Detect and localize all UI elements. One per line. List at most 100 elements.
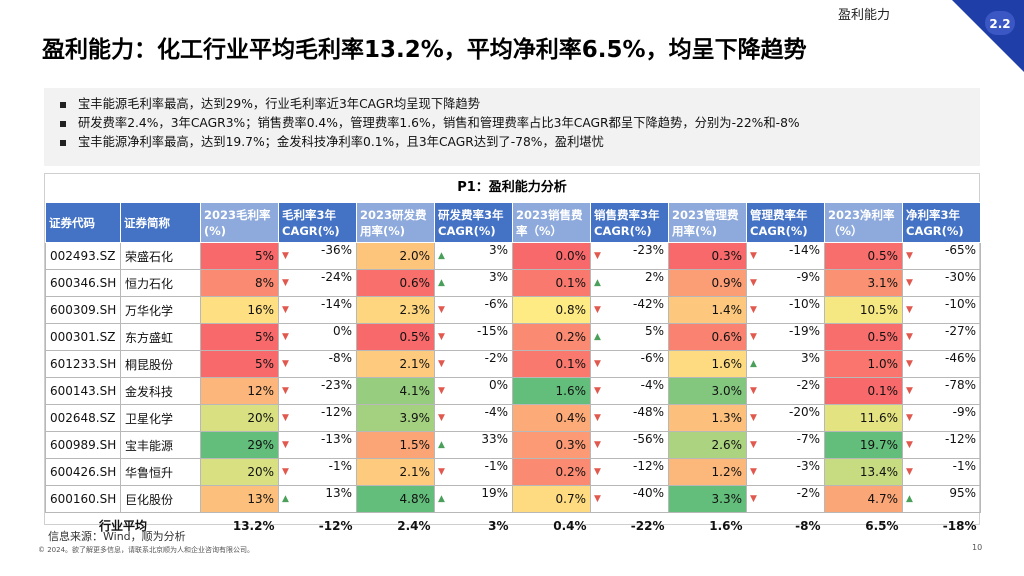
triangle-down-icon: ▼ bbox=[594, 359, 601, 369]
column-header[interactable]: 2023净利率（%） bbox=[824, 202, 903, 243]
cagr-value: -2% bbox=[796, 378, 820, 392]
cagr-value: -78% bbox=[944, 378, 976, 392]
ratio-cell: 1.3% bbox=[668, 404, 747, 432]
average-ratio-cell: 6.5% bbox=[865, 518, 899, 533]
cagr-value: -2% bbox=[484, 351, 508, 365]
triangle-up-icon: ▲ bbox=[594, 332, 601, 342]
cagr-cell: ▼ -65% bbox=[902, 242, 981, 270]
ratio-cell: 5% bbox=[200, 242, 279, 270]
cagr-cell: ▼ -30% bbox=[902, 269, 981, 297]
cagr-cell: ▼ -14% bbox=[746, 242, 825, 270]
cagr-value: -7% bbox=[796, 432, 820, 446]
cagr-cell: ▼ -19% bbox=[746, 323, 825, 351]
cagr-value: -9% bbox=[952, 405, 976, 419]
triangle-down-icon: ▼ bbox=[906, 440, 913, 450]
summary-item: 宝丰能源净利率最高，达到19.7%；金发科技净利率0.1%，且3年CAGR达到了… bbox=[60, 133, 980, 152]
cagr-cell: ▼ -7% bbox=[746, 431, 825, 459]
ratio-cell: 13.4% bbox=[824, 458, 903, 486]
column-header[interactable]: 2023研发费用率(%) bbox=[356, 202, 435, 243]
cagr-cell: ▼ -27% bbox=[902, 323, 981, 351]
cagr-value: -6% bbox=[484, 297, 508, 311]
cagr-value: -30% bbox=[944, 270, 976, 284]
ratio-cell: 2.1% bbox=[356, 350, 435, 378]
triangle-down-icon: ▼ bbox=[282, 440, 289, 450]
ratio-cell: 20% bbox=[200, 458, 279, 486]
column-header[interactable]: 证券简称 bbox=[120, 202, 201, 243]
triangle-down-icon: ▼ bbox=[750, 467, 757, 477]
cagr-cell: ▼ -4% bbox=[590, 377, 669, 405]
triangle-down-icon: ▼ bbox=[282, 251, 289, 261]
ratio-cell: 11.6% bbox=[824, 404, 903, 432]
cagr-cell: ▼ -10% bbox=[902, 296, 981, 324]
triangle-down-icon: ▼ bbox=[750, 278, 757, 288]
ratio-cell: 1.4% bbox=[668, 296, 747, 324]
page-number: 10 bbox=[972, 543, 983, 552]
cagr-value: -48% bbox=[632, 405, 664, 419]
profitability-table-panel: P1：盈利能力分析 证券代码 证券简称 2023毛利率(%) 毛利率3年CAGR… bbox=[44, 173, 981, 533]
triangle-down-icon: ▼ bbox=[438, 359, 445, 369]
cagr-value: -24% bbox=[320, 270, 352, 284]
average-cagr-cell: -22% bbox=[630, 518, 665, 533]
column-header[interactable]: 证券代码 bbox=[45, 202, 121, 243]
cagr-cell: ▼ -9% bbox=[746, 269, 825, 297]
table-row: 601233.SH 桐昆股份 5% ▼ -8% 2.1% ▼ -2% 0.1% ▼ -6% 1.6% ▲… bbox=[45, 350, 981, 378]
cagr-cell: ▲ 13% bbox=[278, 485, 357, 513]
column-header[interactable]: 2023管理费用率(%) bbox=[668, 202, 747, 243]
triangle-down-icon: ▼ bbox=[594, 386, 601, 396]
cagr-cell: ▼ -46% bbox=[902, 350, 981, 378]
ratio-cell: 4.1% bbox=[356, 377, 435, 405]
security-name-cell: 宝丰能源 bbox=[120, 431, 201, 459]
average-ratio-cell: 2.4% bbox=[397, 518, 431, 533]
triangle-down-icon: ▼ bbox=[594, 467, 601, 477]
triangle-down-icon: ▼ bbox=[906, 278, 913, 288]
cagr-cell: ▼ -3% bbox=[746, 458, 825, 486]
cagr-cell: ▼ -12% bbox=[590, 458, 669, 486]
cagr-value: -36% bbox=[320, 243, 352, 257]
security-code-cell: 600426.SH bbox=[45, 458, 121, 486]
column-header[interactable]: 销售费率3年CAGR(%) bbox=[590, 202, 669, 243]
column-header[interactable]: 研发费率3年CAGR(%) bbox=[434, 202, 513, 243]
ratio-cell: 1.0% bbox=[824, 350, 903, 378]
table-title: P1：盈利能力分析 bbox=[457, 180, 567, 195]
column-header[interactable]: 毛利率3年CAGR(%) bbox=[278, 202, 357, 243]
source-note: 信息来源：Wind，顺为分析 bbox=[48, 530, 186, 543]
cagr-cell: ▲ 3% bbox=[434, 242, 513, 270]
column-header[interactable]: 2023销售费率（%） bbox=[512, 202, 591, 243]
average-ratio-cell: 13.2% bbox=[232, 518, 275, 533]
cagr-value: -56% bbox=[632, 432, 664, 446]
cagr-value: 3% bbox=[488, 270, 508, 284]
triangle-down-icon: ▼ bbox=[906, 332, 913, 342]
cagr-value: -2% bbox=[796, 486, 820, 500]
ratio-cell: 0.1% bbox=[824, 377, 903, 405]
cagr-cell: ▼ -2% bbox=[746, 485, 825, 513]
cagr-cell: ▼ 0% bbox=[278, 323, 357, 351]
cagr-value: 19% bbox=[481, 486, 508, 500]
cagr-cell: ▼ -23% bbox=[278, 377, 357, 405]
cagr-value: 5% bbox=[644, 324, 664, 338]
triangle-down-icon: ▼ bbox=[282, 359, 289, 369]
triangle-down-icon: ▼ bbox=[906, 359, 913, 369]
triangle-down-icon: ▼ bbox=[438, 386, 445, 396]
cagr-value: -20% bbox=[788, 405, 820, 419]
ratio-cell: 4.8% bbox=[356, 485, 435, 513]
cagr-cell: ▲ 95% bbox=[902, 485, 981, 513]
security-name-cell: 桐昆股份 bbox=[120, 350, 201, 378]
cagr-cell: ▲ 3% bbox=[434, 269, 513, 297]
cagr-cell: ▼ -8% bbox=[278, 350, 357, 378]
ratio-cell: 0.8% bbox=[512, 296, 591, 324]
ratio-cell: 10.5% bbox=[824, 296, 903, 324]
ratio-cell: 0.9% bbox=[668, 269, 747, 297]
ratio-cell: 0.0% bbox=[512, 242, 591, 270]
triangle-down-icon: ▼ bbox=[594, 440, 601, 450]
cagr-value: -12% bbox=[944, 432, 976, 446]
column-header[interactable]: 管理费率年CAGR(%) bbox=[746, 202, 825, 243]
column-header[interactable]: 净利率3年CAGR(%) bbox=[902, 202, 981, 243]
ratio-cell: 0.3% bbox=[512, 431, 591, 459]
ratio-cell: 0.2% bbox=[512, 458, 591, 486]
column-header[interactable]: 2023毛利率(%) bbox=[200, 202, 279, 243]
ratio-cell: 0.5% bbox=[824, 323, 903, 351]
security-name-cell: 卫星化学 bbox=[120, 404, 201, 432]
cagr-cell: ▼ -1% bbox=[434, 458, 513, 486]
cagr-cell: ▼ -56% bbox=[590, 431, 669, 459]
ratio-cell: 0.1% bbox=[512, 350, 591, 378]
